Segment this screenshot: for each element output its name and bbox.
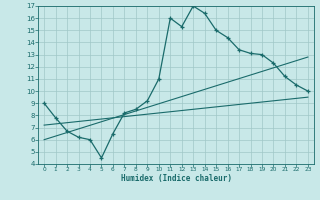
X-axis label: Humidex (Indice chaleur): Humidex (Indice chaleur)	[121, 174, 231, 183]
